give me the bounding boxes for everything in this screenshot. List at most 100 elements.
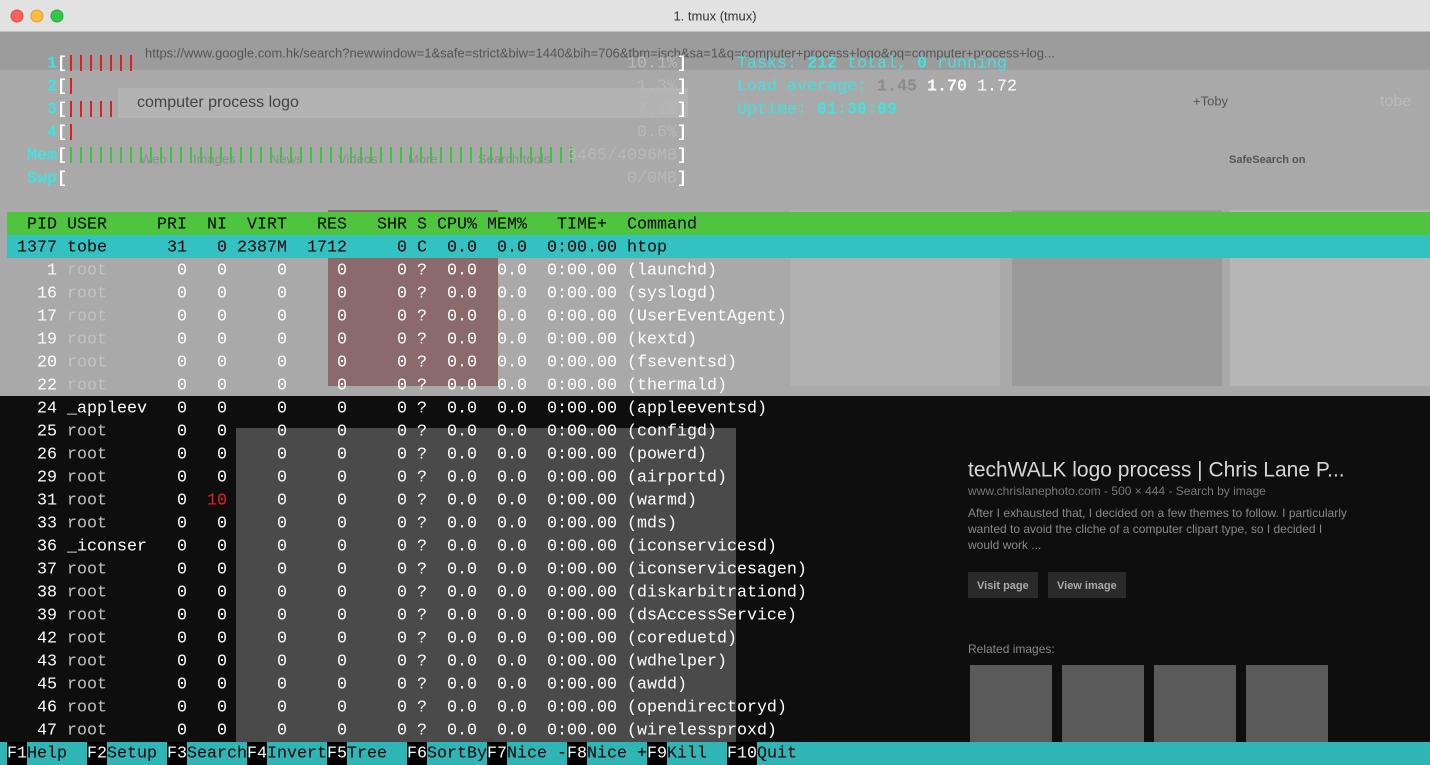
meter-bar <box>70 147 572 163</box>
search-tab[interactable]: Web <box>140 151 167 166</box>
meter-label: Mem <box>27 146 57 165</box>
meter-bar <box>70 55 132 71</box>
process-cell: 0.0 <box>447 537 477 556</box>
process-cell: root <box>67 652 107 671</box>
info-text: 212 <box>807 54 837 73</box>
process-cell: 0 <box>277 284 287 303</box>
column-header: PID <box>27 215 57 234</box>
process-cell: 0 <box>277 652 287 671</box>
search-tab[interactable]: Search tools <box>478 151 551 166</box>
process-cell: 0 <box>277 537 287 556</box>
process-cell: 0.0 <box>497 261 527 280</box>
process-cell: 0:00.00 <box>547 330 617 349</box>
footer-key: F8 <box>567 744 587 763</box>
process-cell: 0 <box>337 514 347 533</box>
account-name[interactable]: +Toby <box>1193 93 1229 108</box>
process-cell: 0:00.00 <box>547 721 617 740</box>
close-button[interactable] <box>10 9 24 23</box>
footer-label: SortBy <box>427 744 487 763</box>
related-thumb[interactable] <box>1062 665 1144 747</box>
process-cell: (opendirectoryd) <box>627 698 787 717</box>
zoom-button[interactable] <box>50 9 64 23</box>
related-thumb[interactable] <box>1154 665 1236 747</box>
search-tab[interactable]: News <box>270 151 303 166</box>
process-cell: 0 <box>217 721 227 740</box>
process-cell: 0 <box>337 583 347 602</box>
process-cell: (awdd) <box>627 675 687 694</box>
footer-key: F5 <box>327 744 347 763</box>
process-cell: 0 <box>177 583 187 602</box>
account-user[interactable]: tobe <box>1380 93 1411 110</box>
process-cell: 0.0 <box>447 514 477 533</box>
process-cell: root <box>67 629 107 648</box>
process-cell: 38 <box>37 583 57 602</box>
process-cell: 0 <box>217 537 227 556</box>
search-tab[interactable]: Images <box>193 151 236 166</box>
process-cell: 0 <box>277 330 287 349</box>
process-cell: 0 <box>177 399 187 418</box>
info-text: running <box>937 54 1007 73</box>
info-text: Tasks: <box>737 54 797 73</box>
process-cell: 0 <box>177 675 187 694</box>
process-cell: 0 <box>397 468 407 487</box>
search-tab[interactable]: More <box>408 151 438 166</box>
process-cell: 0.0 <box>447 238 477 257</box>
info-text: 1.72 <box>977 77 1017 96</box>
process-cell: 0.0 <box>497 491 527 510</box>
process-cell: 0 <box>177 560 187 579</box>
process-cell: 31 <box>167 238 187 257</box>
process-cell: ? <box>417 330 427 349</box>
window-title: 1. tmux (tmux) <box>673 8 756 23</box>
panel-button[interactable]: Visit page <box>977 580 1029 592</box>
process-cell: tobe <box>67 238 107 257</box>
meter-bracket: [ <box>57 100 67 119</box>
process-cell: 0 <box>277 514 287 533</box>
footer-key-bg <box>87 742 107 765</box>
process-cell: 0 <box>337 376 347 395</box>
safesearch[interactable]: SafeSearch on <box>1229 154 1306 166</box>
minimize-button[interactable] <box>30 9 44 23</box>
process-cell: root <box>67 560 107 579</box>
related-thumb[interactable] <box>970 665 1052 747</box>
search-tab[interactable]: Videos <box>338 151 378 166</box>
footer-key-bg <box>167 742 187 765</box>
process-cell: 0.0 <box>497 422 527 441</box>
process-cell: ? <box>417 606 427 625</box>
related-thumb[interactable] <box>1246 665 1328 747</box>
process-cell: 10 <box>207 491 227 510</box>
process-cell: 37 <box>37 560 57 579</box>
footer-key: F9 <box>647 744 667 763</box>
view-image-button[interactable] <box>1048 572 1126 598</box>
meter-bracket: ] <box>677 123 687 142</box>
process-cell: 0.0 <box>447 284 477 303</box>
process-cell: root <box>67 353 107 372</box>
footer-label: Kill <box>667 744 707 763</box>
process-cell: 0 <box>337 307 347 326</box>
process-cell: 0 <box>337 284 347 303</box>
process-cell: 0 <box>277 307 287 326</box>
meter-bracket: [ <box>57 123 67 142</box>
process-cell: 17 <box>37 307 57 326</box>
footer-key-bg <box>7 742 27 765</box>
process-cell: 1 <box>47 261 57 280</box>
visit-page-button[interactable] <box>968 572 1038 598</box>
process-cell: 0 <box>177 721 187 740</box>
process-cell: 0 <box>337 537 347 556</box>
meter-bracket: ] <box>677 169 687 188</box>
column-header: USER <box>67 215 107 234</box>
search-box <box>118 88 688 118</box>
process-cell: 0 <box>337 422 347 441</box>
selected-row-bg <box>7 235 1430 258</box>
process-cell: 0 <box>397 238 407 257</box>
process-cell: 0 <box>397 629 407 648</box>
process-cell: 0.0 <box>497 629 527 648</box>
process-cell: 0:00.00 <box>547 560 617 579</box>
info-text: total, <box>847 54 907 73</box>
process-cell: 0 <box>337 721 347 740</box>
process-cell: 0 <box>397 606 407 625</box>
footer-bg <box>0 742 1430 765</box>
process-cell: 0 <box>177 376 187 395</box>
panel-button[interactable]: View image <box>1057 580 1117 592</box>
process-cell: 0 <box>177 445 187 464</box>
